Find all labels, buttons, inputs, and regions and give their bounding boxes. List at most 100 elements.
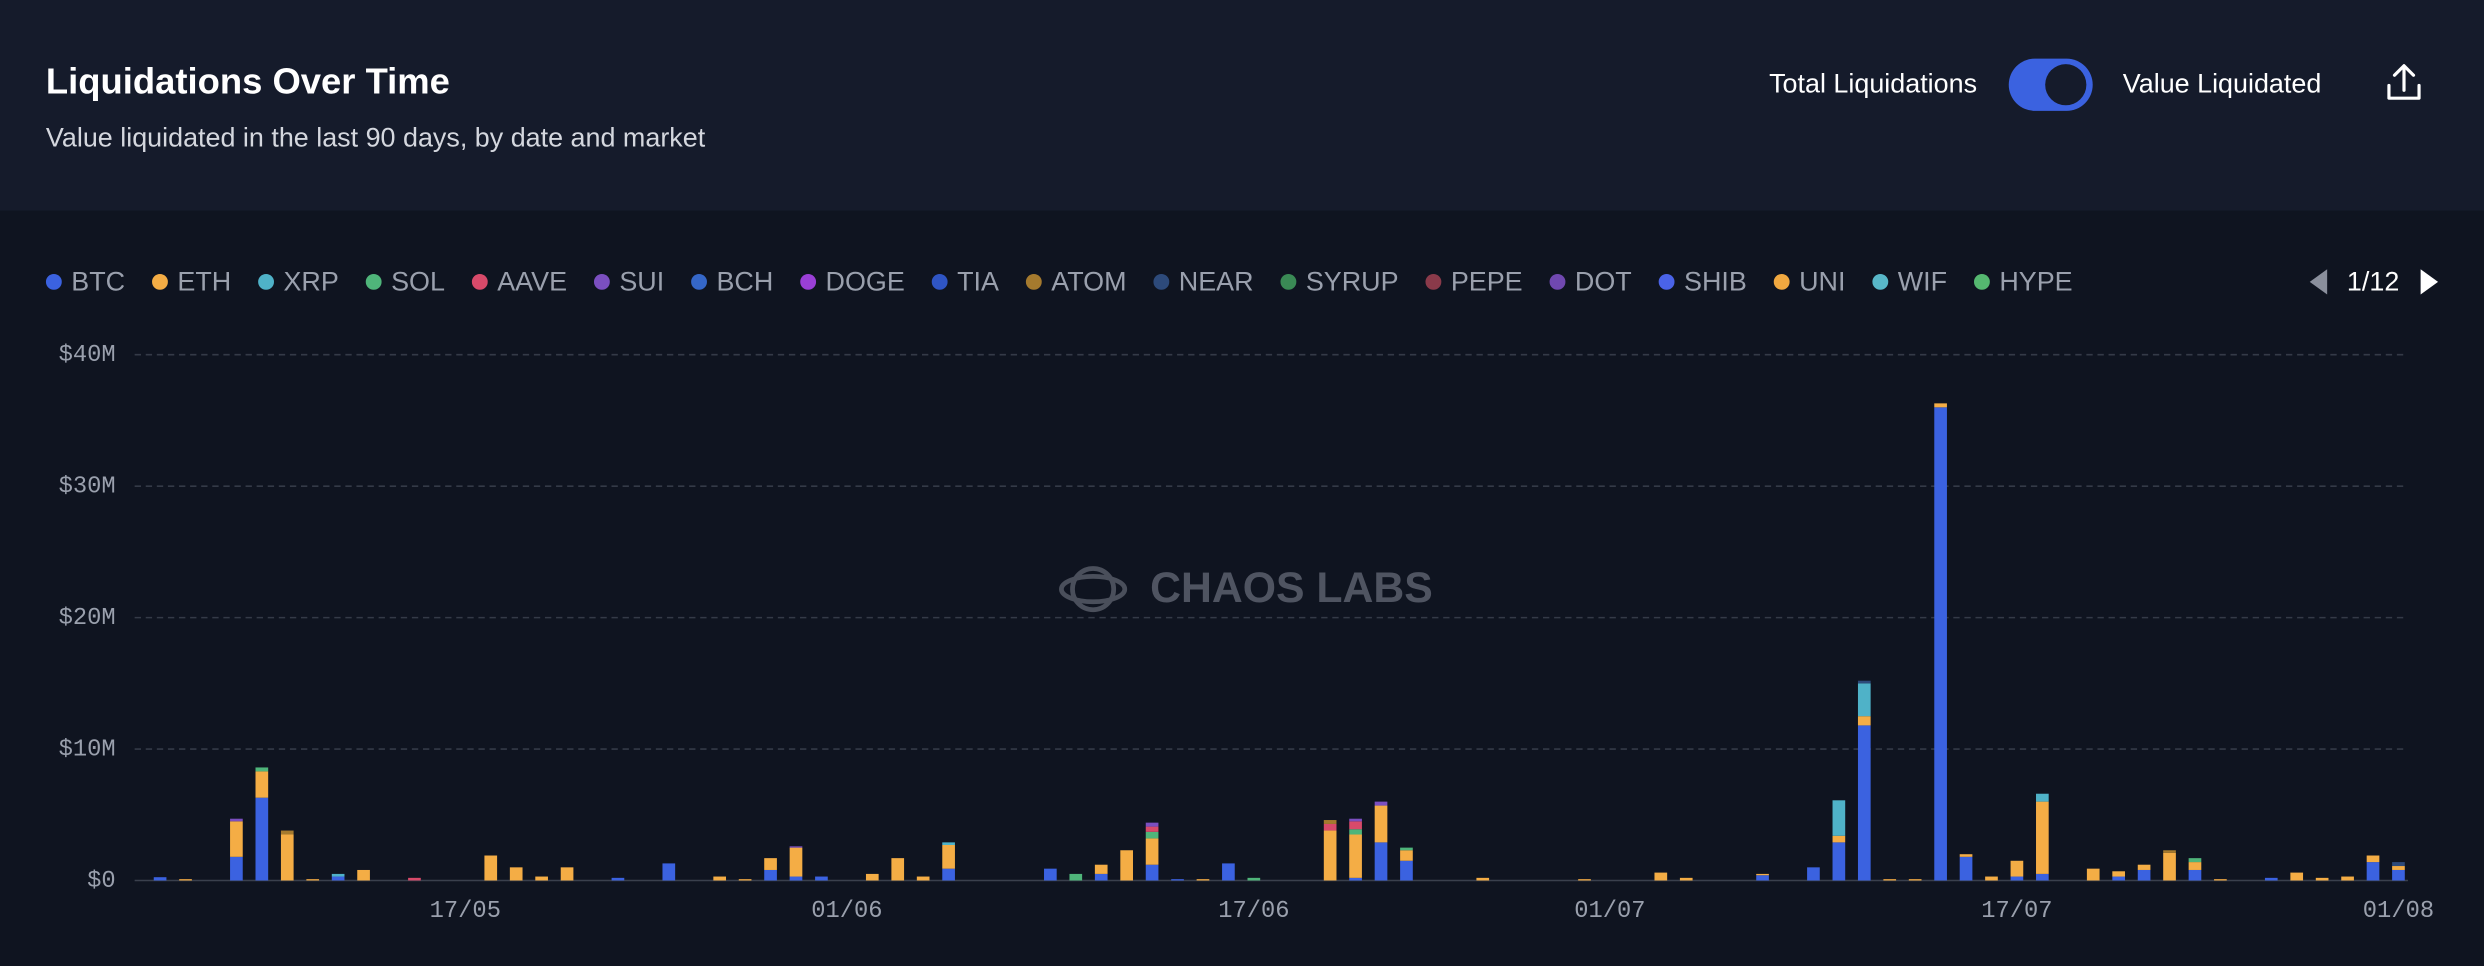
watermark: CHAOS LABS [1150,564,1433,612]
bar-segment [331,876,345,881]
x-tick-label: 17/05 [430,898,501,925]
y-tick-label: $10M [59,736,116,763]
bar-segment [2188,869,2202,881]
bar-segment [1145,822,1159,827]
bar-segment [1883,879,1897,881]
subtitle: Value liquidated in the last 90 days, by… [46,122,706,152]
legend-pager: 1/12 [2347,267,2399,297]
toggle-label: Total Liquidations [1769,69,1977,99]
bar-segment [1222,863,1235,881]
bar-segment [331,873,345,877]
bar-segment [357,869,370,881]
legend-label: HYPE [1999,267,2072,297]
legend-label: UNI [1799,267,1845,297]
bar-segment [1323,830,1337,881]
bar-segment [2264,877,2278,881]
bar-segment [1349,821,1362,830]
bar-segment [942,842,955,845]
legend-label: SOL [391,267,445,297]
legend-label: XRP [283,267,338,297]
bar-segment [2315,877,2329,881]
bar-segment [1832,835,1846,843]
bar-segment [1374,805,1388,843]
legend-swatch [1280,273,1297,290]
legend-label: TIA [957,267,999,297]
bar-segment [2086,868,2100,881]
bar-segment [153,877,167,881]
legend-swatch [258,273,274,290]
bar-segment [942,868,955,881]
watermark-logo [1059,574,1128,605]
legend-swatch [800,273,817,290]
share-icon[interactable] [2392,64,2416,92]
legend-label: ATOM [1051,267,1126,297]
bar-segment [1145,826,1159,832]
legend-swatch [1549,273,1566,290]
bar-segment [230,821,243,857]
share-icon[interactable] [2387,83,2421,100]
bar-segment [1679,877,1693,881]
bar-segment [255,767,269,772]
legend-label: DOT [1575,267,1632,297]
bar-segment [891,858,905,881]
legend-label: BTC [71,267,125,297]
bar-segment [1349,834,1362,878]
bar-segment [230,856,243,881]
toggle[interactable] [2008,58,2093,111]
bar-segment [942,844,955,869]
legend-prev[interactable] [2309,269,2328,295]
bar-segment [611,877,625,881]
bar-segment [255,797,269,881]
bar-segment [408,877,421,881]
legend-swatch [1025,273,1042,290]
bar-segment [1349,829,1362,835]
bar-segment [179,879,192,881]
legend-next[interactable] [2420,269,2439,295]
bar-segment [789,847,803,877]
share-button[interactable] [2387,64,2421,100]
bar-segment [1908,879,1922,881]
bar-segment [2366,855,2380,863]
legend-label: AAVE [497,267,567,297]
legend-swatch [1973,273,1990,290]
bar-segment [2392,869,2405,881]
legend-swatch [471,273,488,290]
bar-segment [1857,680,1871,684]
bar-segment [1374,801,1388,806]
bar-segment [1400,847,1413,851]
bar-segment [713,876,727,881]
bar-segment [865,873,879,881]
bar-segment [2112,871,2125,877]
bar-segment [2036,801,2049,874]
legend-label: BCH [716,267,773,297]
bar-segment [2036,793,2049,802]
toggle-knob[interactable] [2045,64,2087,106]
bar-segment [1145,838,1159,865]
bar-segment [2163,852,2176,881]
bar-segment [1985,876,1998,881]
bar-segment [1196,879,1210,881]
bar-segment [1044,868,1057,881]
legend-swatch [1658,273,1675,290]
bar-segment [1323,820,1337,824]
legend-label: PEPE [1451,267,1523,297]
legend-label: NEAR [1179,267,1254,297]
bar-segment [2188,858,2202,863]
y-tick-label: $0 [87,868,116,895]
bar-segment [1120,850,1133,881]
bar-segment [2112,876,2125,881]
bar-segment [2163,850,2176,853]
toggle-label: Value Liquidated [2123,69,2322,99]
legend-label: ETH [177,267,231,297]
bar-segment [535,876,548,881]
bar-segment [815,876,828,881]
bar-segment [1094,864,1108,874]
x-tick-label: 01/06 [811,898,882,925]
x-tick-label: 17/07 [1981,898,2052,925]
bar-segment [764,858,777,870]
bar-segment [738,879,752,881]
legend-label: SYRUP [1306,267,1399,297]
bar-segment [1349,818,1362,822]
